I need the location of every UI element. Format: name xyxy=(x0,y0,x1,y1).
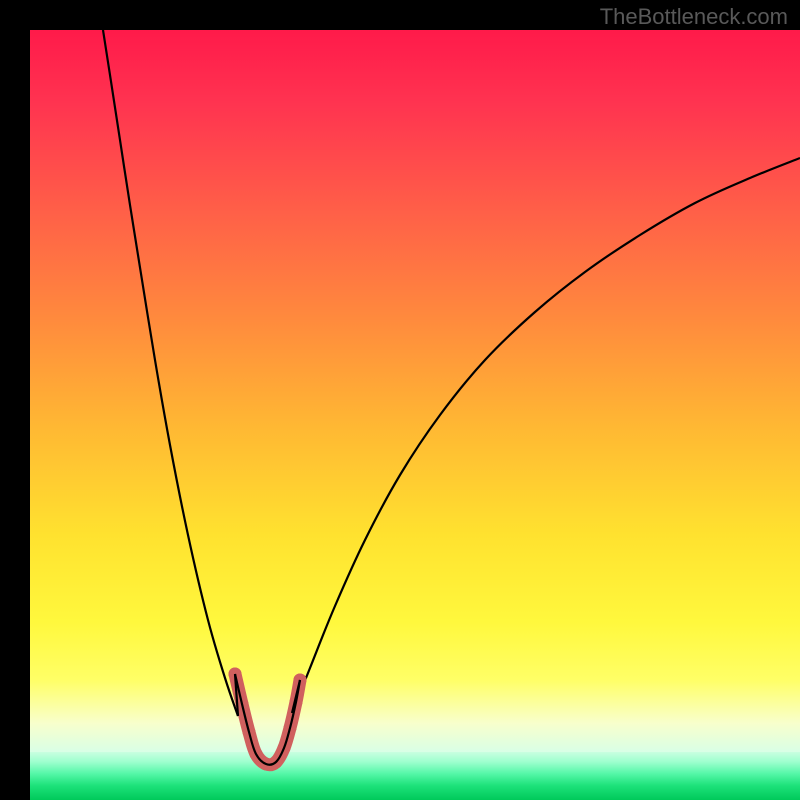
bottleneck-curve xyxy=(30,30,800,800)
watermark-text: TheBottleneck.com xyxy=(600,4,788,30)
curve-right-branch xyxy=(292,158,800,713)
plot-area xyxy=(30,30,800,800)
curve-left-branch xyxy=(103,30,238,716)
chart-container: TheBottleneck.com xyxy=(0,0,800,800)
